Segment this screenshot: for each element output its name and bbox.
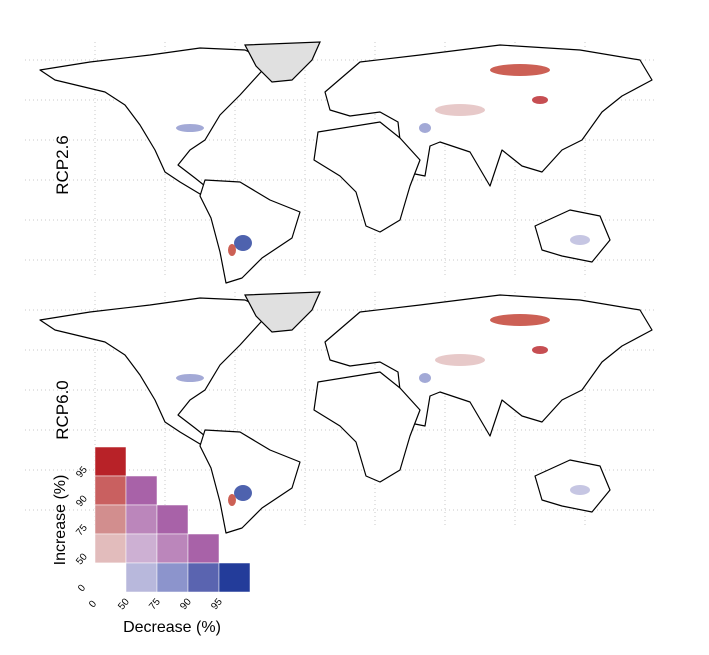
- legend-cell: [218, 562, 251, 593]
- legend-cell: [125, 562, 158, 593]
- legend-cell: [187, 562, 220, 593]
- legend-y-tick: 95: [74, 464, 90, 480]
- panel-label: RCP2.6: [53, 135, 72, 195]
- legend-cell: [156, 504, 189, 535]
- legend-x-tick: 90: [178, 596, 194, 612]
- legend-x-tick: 75: [147, 596, 163, 612]
- legend-x-tick: 0: [87, 598, 99, 610]
- legend-cell: [94, 504, 127, 535]
- legend-cell: [94, 475, 127, 506]
- legend-cell: [156, 533, 189, 564]
- panel-label: RCP6.0: [53, 380, 72, 440]
- legend-y-tick: 50: [74, 551, 90, 567]
- legend-cell: [187, 533, 220, 564]
- legend-cell: [94, 562, 127, 593]
- legend-cell: [94, 446, 127, 477]
- legend-x-tick: 95: [209, 596, 225, 612]
- legend-x-tick: 50: [116, 596, 132, 612]
- legend-cell: [156, 562, 189, 593]
- legend-cell: [125, 475, 158, 506]
- legend-y-tick: 75: [74, 522, 90, 538]
- legend-cell: [125, 504, 158, 535]
- legend-cell: [125, 533, 158, 564]
- legend-y-label: Increase (%): [52, 475, 69, 566]
- map-rcp26: [24, 41, 656, 284]
- legend-x-label: Decrease (%): [123, 619, 221, 636]
- legend-y-tick: 0: [76, 582, 88, 594]
- legend-y-tick: 90: [74, 493, 90, 509]
- legend-cell: [94, 533, 127, 564]
